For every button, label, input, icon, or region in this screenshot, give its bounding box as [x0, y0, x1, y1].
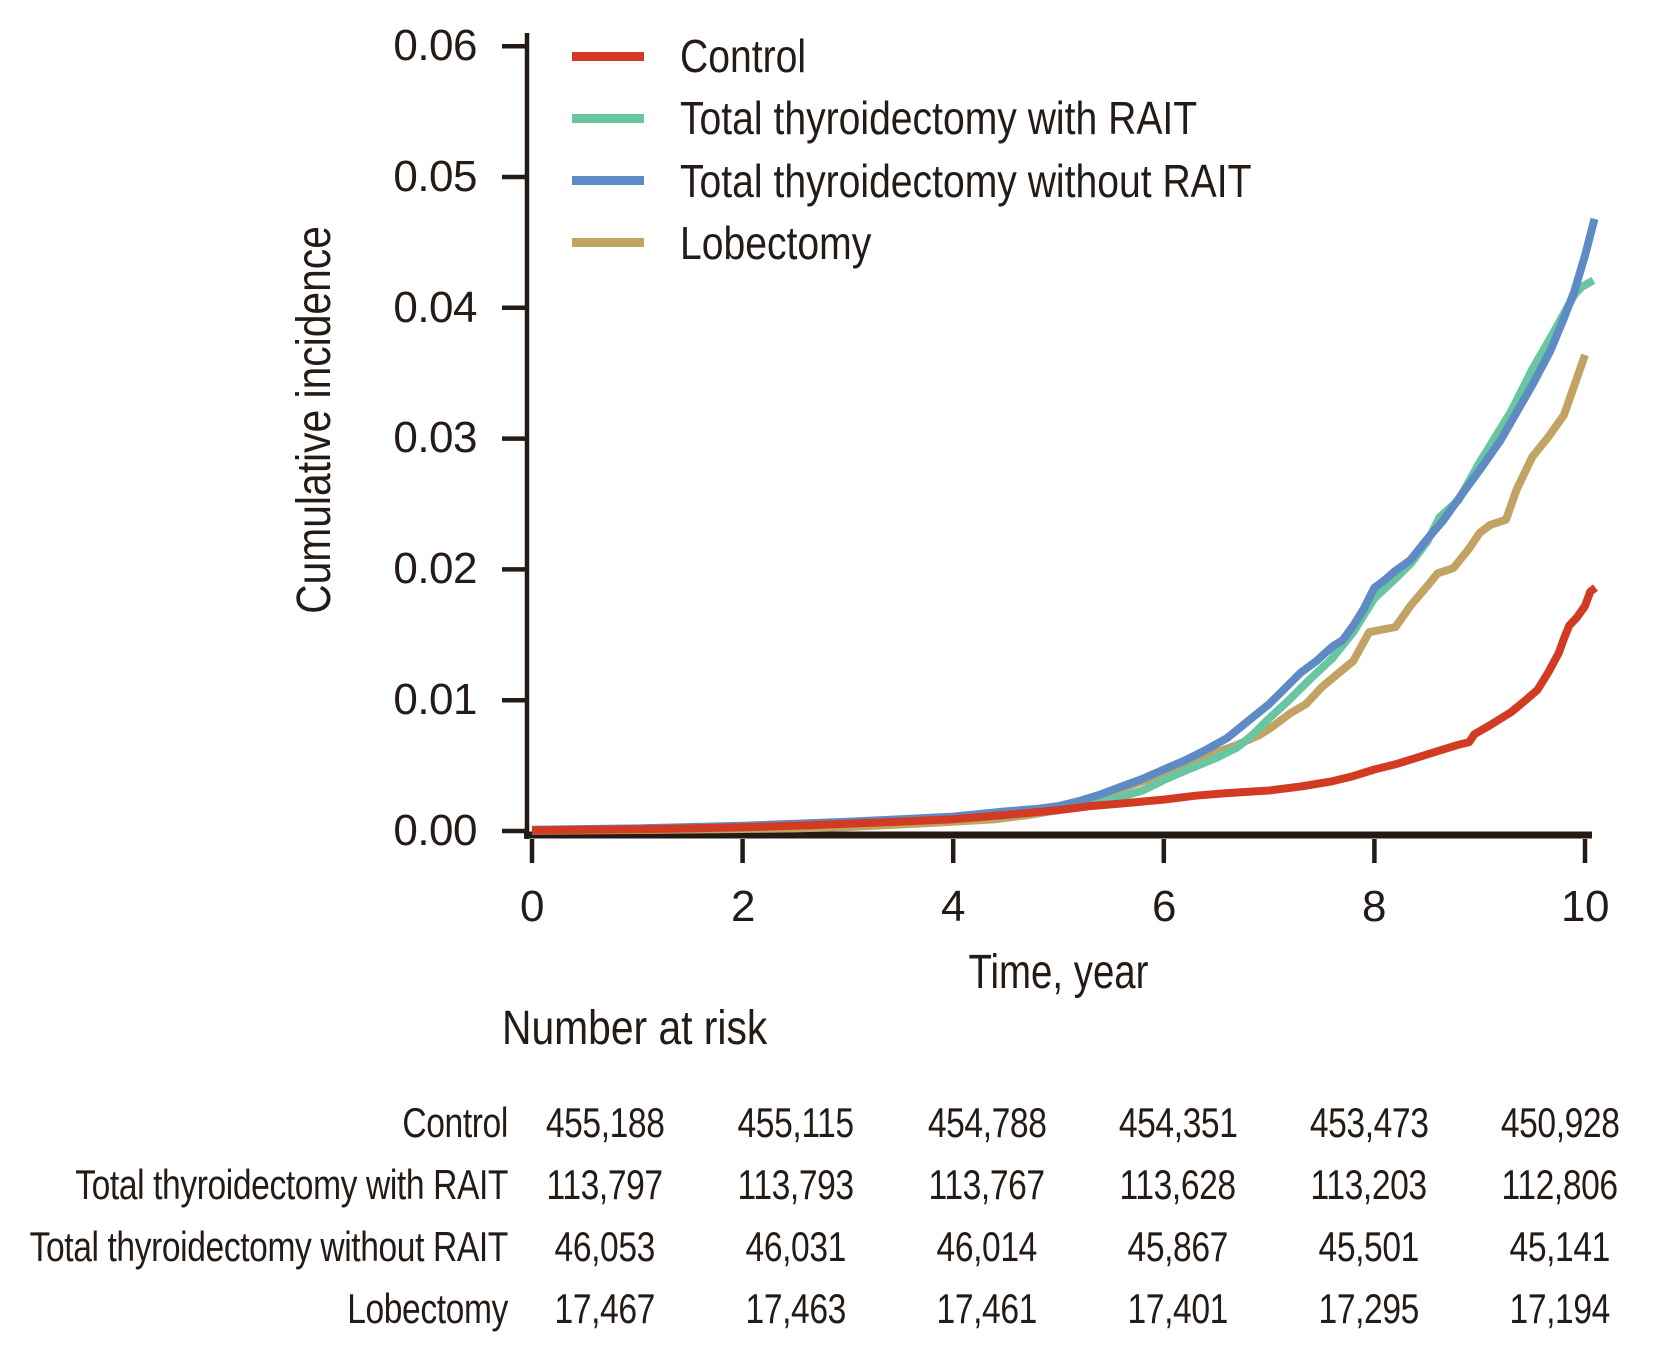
risk-value: 17,401	[1127, 1285, 1229, 1332]
series-line-total-thyroidectomy-with-rait	[531, 276, 1596, 834]
risk-value: 113,203	[1310, 1161, 1428, 1208]
legend-label-tt-without-rait: Total thyroidectomy without RAIT	[680, 155, 1252, 207]
y-tick-label: 0.06	[393, 21, 477, 70]
risk-value: 46,031	[745, 1223, 847, 1270]
legend-line-tt-with-rait	[572, 114, 644, 123]
risk-value: 455,115	[737, 1099, 855, 1146]
risk-value: 112,806	[1501, 1161, 1619, 1208]
risk-value: 455,188	[545, 1099, 665, 1146]
risk-value: 453,473	[1309, 1099, 1429, 1146]
x-tick-label: 10	[1561, 882, 1609, 931]
risk-row-label: Lobectomy	[347, 1285, 508, 1332]
legend-line-control	[572, 52, 644, 61]
risk-row-label: Control	[402, 1099, 508, 1146]
legend-label-control: Control	[680, 30, 807, 82]
legend-line-lobectomy	[572, 238, 644, 247]
risk-value: 17,467	[554, 1285, 656, 1332]
risk-value: 113,797	[546, 1161, 664, 1208]
legend-label-tt-with-rait: Total thyroidectomy with RAIT	[680, 92, 1198, 144]
legend-label-lobectomy: Lobectomy	[680, 217, 872, 269]
risk-row-label: Total thyroidectomy without RAIT	[29, 1223, 509, 1270]
risk-value: 454,351	[1118, 1099, 1238, 1146]
risk-row-label: Total thyroidectomy with RAIT	[75, 1161, 508, 1208]
risk-value: 45,501	[1318, 1223, 1420, 1270]
risk-value: 113,628	[1119, 1161, 1237, 1208]
risk-table-title: Number at risk	[502, 1002, 768, 1055]
y-tick-label: 0.02	[393, 544, 477, 593]
x-tick-label: 6	[1152, 882, 1176, 931]
x-tick-label: 4	[941, 882, 965, 931]
risk-value: 46,014	[936, 1223, 1038, 1270]
x-tick-label: 2	[731, 882, 755, 931]
risk-value: 17,461	[936, 1285, 1038, 1332]
x-axis-title: Time, year	[968, 946, 1148, 999]
y-axis-title: Cumulative incidence	[288, 226, 341, 614]
legend-line-tt-without-rait	[572, 176, 644, 185]
risk-value: 17,295	[1318, 1285, 1420, 1332]
risk-value: 113,793	[737, 1161, 855, 1208]
risk-value: 46,053	[554, 1223, 656, 1270]
risk-value: 17,194	[1509, 1285, 1611, 1332]
risk-value: 17,463	[745, 1285, 847, 1332]
risk-value: 113,767	[928, 1161, 1046, 1208]
y-tick-label: 0.04	[393, 283, 477, 332]
y-tick-label: 0.03	[393, 413, 477, 462]
series-line-total-thyroidectomy-without-rait	[531, 217, 1599, 834]
x-tick-label: 0	[520, 882, 544, 931]
y-tick-label: 0.05	[393, 152, 477, 201]
y-tick-label: 0.00	[393, 806, 477, 855]
y-tick-label: 0.01	[393, 675, 477, 724]
series-line-lobectomy	[531, 353, 1589, 835]
x-tick-label: 8	[1362, 882, 1386, 931]
series-line-control	[531, 584, 1598, 835]
risk-value: 454,788	[927, 1099, 1047, 1146]
risk-value: 45,867	[1127, 1223, 1229, 1270]
risk-value: 450,928	[1500, 1099, 1620, 1146]
risk-value: 45,141	[1509, 1223, 1611, 1270]
